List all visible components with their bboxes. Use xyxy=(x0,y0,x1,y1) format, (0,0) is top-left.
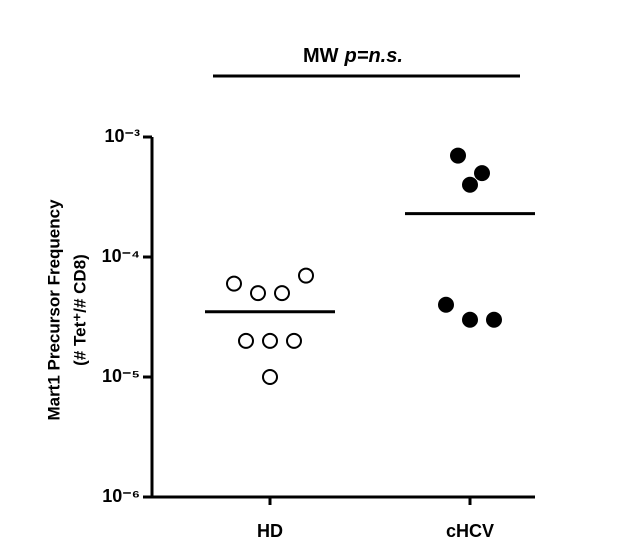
data-point xyxy=(486,311,502,328)
y-tick-label: 10⁻³ xyxy=(104,126,140,146)
x-tick-label: HD xyxy=(257,521,283,541)
data-point xyxy=(262,332,278,349)
y-tick-label: 10⁻⁴ xyxy=(102,246,140,266)
data-point xyxy=(274,285,290,302)
data-point xyxy=(462,311,478,328)
x-tick-label: cHCV xyxy=(446,521,494,541)
data-point xyxy=(462,176,478,193)
annotation-p: p=n.s. xyxy=(344,45,403,67)
data-point xyxy=(262,369,278,385)
y-tick-label: 10⁻⁵ xyxy=(102,366,140,386)
annotation: MW p=n.s. xyxy=(303,45,403,67)
y-tick-label: 10⁻⁶ xyxy=(102,486,140,506)
data-point xyxy=(450,147,466,164)
data-point xyxy=(286,332,302,349)
y-axis-label: Mart1 Precursor Frequency xyxy=(44,199,63,421)
data-point xyxy=(250,285,266,302)
data-point xyxy=(298,267,314,284)
data-point xyxy=(438,296,454,313)
y-axis-label: (# Tet⁺/# CD8) xyxy=(70,254,89,366)
annotation-test: MW xyxy=(303,45,339,67)
data-point xyxy=(226,275,242,292)
data-point xyxy=(238,332,254,349)
data-point xyxy=(474,165,490,182)
